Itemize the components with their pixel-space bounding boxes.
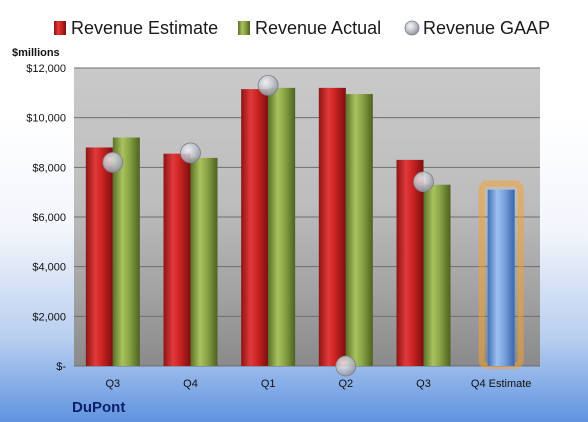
bar-revenue-actual — [112, 137, 140, 366]
bar-revenue-actual — [190, 157, 218, 366]
x-axis-ticks: Q3 Q4 Q1 Q2 Q3 Q4 Estimate — [105, 378, 531, 390]
x-tick-label: Q4 Estimate — [471, 378, 532, 390]
y-tick-label: $10,000 — [26, 113, 66, 125]
legend-swatch — [404, 20, 420, 36]
y-axis-ticks: $- $2,000 $4,000 $6,000 $8,000 $10,000 $12,000 — [26, 63, 66, 373]
y-tick-label: $12,000 — [26, 63, 66, 75]
legend-swatch — [54, 21, 66, 35]
y-tick-label: $6,000 — [32, 212, 66, 224]
bar-revenue-estimate-forecast — [487, 189, 515, 366]
legend-label: Revenue Estimate — [71, 18, 218, 38]
gridlines — [74, 67, 540, 367]
y-tick-label: $2,000 — [32, 311, 66, 323]
gaap-point — [102, 151, 124, 173]
y-tick-label: $4,000 — [32, 262, 66, 274]
bar-revenue-estimate — [163, 153, 191, 366]
legend-swatch — [238, 21, 250, 35]
gaap-point — [257, 74, 279, 96]
bar-revenue-actual — [345, 94, 373, 366]
bar-revenue-estimate — [318, 87, 346, 366]
bars — [85, 87, 524, 369]
company-name: DuPont — [72, 399, 125, 416]
bar-revenue-actual — [268, 87, 296, 366]
x-tick-label: Q3 — [105, 378, 120, 390]
x-tick-label: Q2 — [338, 378, 353, 390]
x-tick-label: Q4 — [183, 378, 198, 390]
x-tick-label: Q3 — [416, 378, 431, 390]
legend: Revenue Estimate Revenue Actual Revenue GA… — [54, 18, 550, 38]
bar-revenue-actual — [423, 184, 451, 366]
legend-label: Revenue Actual — [255, 18, 381, 38]
bar-revenue-estimate — [396, 159, 424, 366]
gaap-point — [335, 355, 357, 377]
bar-revenue-estimate — [85, 147, 113, 366]
gaap-point — [413, 171, 434, 193]
y-tick-label: $8,000 — [32, 162, 66, 174]
y-tick-label: $- — [56, 361, 66, 373]
bar-revenue-estimate — [241, 89, 269, 366]
gaap-point — [180, 142, 201, 164]
gaap-points — [102, 74, 434, 377]
y-unit-label: $millions — [12, 47, 60, 59]
legend-label: Revenue GAAP — [423, 18, 550, 38]
x-tick-label: Q1 — [261, 378, 276, 390]
